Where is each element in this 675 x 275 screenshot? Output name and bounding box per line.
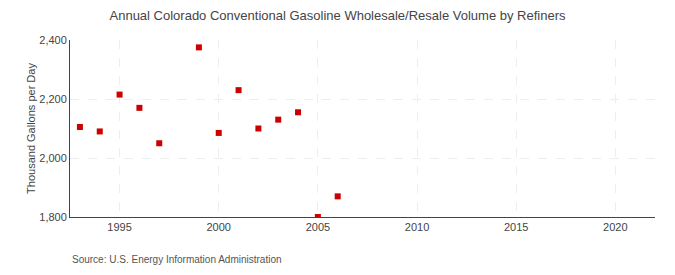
svg-text:2,400: 2,400 bbox=[39, 34, 67, 46]
svg-text:Source: U.S. Energy Informatio: Source: U.S. Energy Information Administ… bbox=[72, 254, 282, 265]
svg-text:2020: 2020 bbox=[603, 221, 627, 233]
svg-text:2005: 2005 bbox=[306, 221, 330, 233]
svg-text:Annual Colorado Conventional G: Annual Colorado Conventional Gasoline Wh… bbox=[110, 8, 566, 23]
svg-text:Thousand Gallons per Day: Thousand Gallons per Day bbox=[25, 63, 37, 194]
svg-text:1995: 1995 bbox=[107, 221, 131, 233]
svg-text:2,000: 2,000 bbox=[39, 152, 67, 164]
svg-text:1,800: 1,800 bbox=[39, 211, 67, 223]
svg-text:2015: 2015 bbox=[504, 221, 528, 233]
svg-text:2000: 2000 bbox=[206, 221, 230, 233]
svg-text:2,200: 2,200 bbox=[39, 93, 67, 105]
svg-text:2010: 2010 bbox=[405, 221, 429, 233]
